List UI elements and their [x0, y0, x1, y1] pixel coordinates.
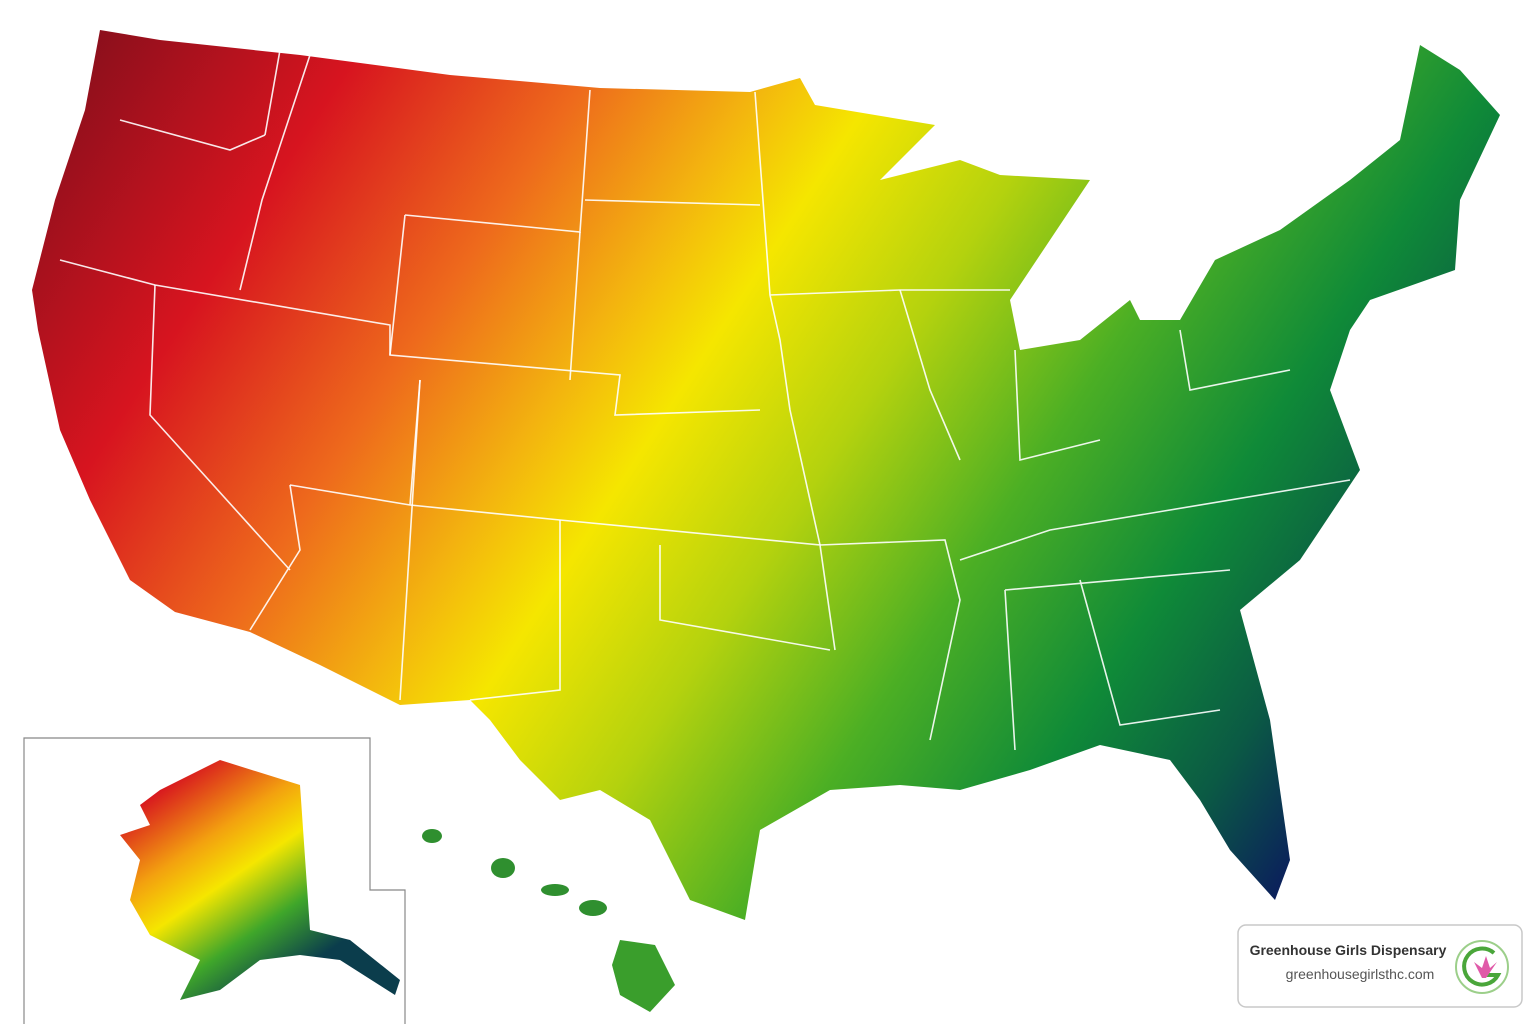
badge-title: Greenhouse Girls Dispensary — [1250, 942, 1447, 958]
alaska-inset — [23, 737, 406, 1024]
logo-mark — [1462, 946, 1502, 987]
island — [612, 940, 675, 1012]
island — [422, 829, 442, 843]
contiguous-us — [32, 30, 1500, 920]
state-borders — [59, 49, 1351, 751]
logo-leaf — [1474, 956, 1497, 978]
hawaii — [422, 829, 675, 1012]
badge-url: greenhousegirlsthc.com — [1286, 966, 1435, 982]
badge: Greenhouse Girls Dispensary greenhousegi… — [1237, 924, 1523, 1008]
island — [541, 884, 569, 896]
alaska — [120, 760, 400, 1000]
island — [491, 858, 515, 878]
badge-box — [1237, 924, 1523, 1008]
inset-frame — [23, 737, 406, 1024]
island — [579, 900, 607, 916]
